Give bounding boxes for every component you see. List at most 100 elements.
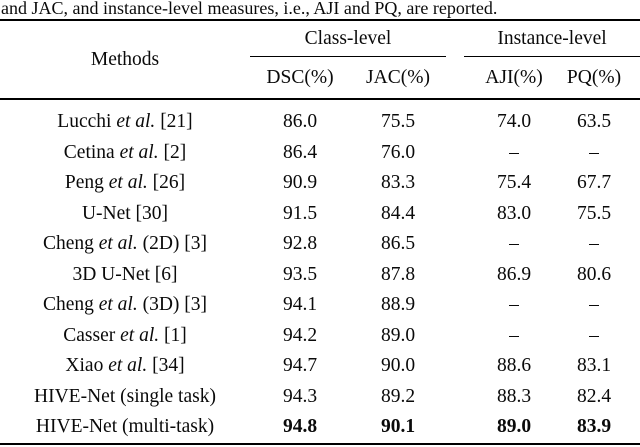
pq-value: 67.7 [576, 172, 612, 194]
spacer-cell [446, 229, 464, 260]
method-name: Cheng et al. (2D) [3] [0, 229, 250, 260]
method-name: U-Net [30] [0, 199, 250, 230]
aji-value: 88.3 [496, 385, 532, 407]
pq-value: – [589, 294, 599, 316]
column-header-methods: Methods [0, 20, 250, 100]
jac-value: 89.2 [380, 385, 416, 407]
spacer-cell [446, 382, 464, 413]
table-row: Cheng et al. (3D) [3] 94.1 88.9 – – [0, 290, 640, 321]
method-ref: (2D) [3] [137, 233, 208, 255]
jac-value: 90.1 [380, 416, 416, 438]
dsc-value: 94.2 [282, 324, 318, 346]
pq-value: 63.5 [576, 111, 612, 133]
pq-value: 75.5 [576, 202, 612, 224]
header-columns-row: DSC(%) JAC(%) AJI(%) PQ(%) [0, 56, 640, 100]
table-row: 3D U-Net [6] 93.5 87.8 86.9 80.6 [0, 260, 640, 291]
column-header-dsc: DSC(%) [250, 56, 350, 100]
pq-value: 82.4 [576, 385, 612, 407]
jac-value: 86.5 [380, 233, 416, 255]
method-etal: et al. [108, 355, 148, 377]
method-text: HIVE-Net (multi-task) [35, 416, 215, 438]
method-name: Casser et al. [1] [0, 321, 250, 352]
table-header: Methods Class-level Instance-level DSC(%… [0, 20, 640, 100]
dsc-value: 94.8 [282, 416, 318, 438]
jac-value: 90.0 [380, 355, 416, 377]
method-etal: et al. [98, 233, 138, 255]
dsc-value: 93.5 [282, 263, 318, 285]
method-text: Xiao [65, 355, 109, 377]
dsc-value: 94.3 [282, 385, 318, 407]
aji-value: – [509, 294, 519, 316]
pq-value: – [589, 324, 599, 346]
results-table: Methods Class-level Instance-level DSC(%… [0, 19, 640, 445]
spacer-cell [446, 321, 464, 352]
aji-value: 83.0 [496, 202, 532, 224]
header-spacer [446, 20, 464, 57]
pq-value: 80.6 [576, 263, 612, 285]
column-header-jac: JAC(%) [350, 56, 446, 100]
table-row: HIVE-Net (single task) 94.3 89.2 88.3 82… [0, 382, 640, 413]
spacer-cell [446, 199, 464, 230]
jac-value: 84.4 [380, 202, 416, 224]
method-text: Lucchi [57, 111, 117, 133]
method-name: Lucchi et al. [21] [0, 99, 250, 138]
jac-value: 83.3 [380, 172, 416, 194]
method-name: Cetina et al. [2] [0, 138, 250, 169]
spacer-cell [446, 412, 464, 444]
method-text: Cetina [63, 141, 120, 163]
method-text: 3D U-Net [6] [72, 263, 178, 285]
jac-value: 75.5 [380, 111, 416, 133]
method-name: 3D U-Net [6] [0, 260, 250, 291]
table-caption: and JAC, and instance-level measures, i.… [1, 0, 498, 18]
pq-value: 83.9 [576, 416, 612, 438]
table-row: Peng et al. [26] 90.9 83.3 75.4 67.7 [0, 168, 640, 199]
table-row: Lucchi et al. [21] 86.0 75.5 74.0 63.5 [0, 99, 640, 138]
aji-value: – [509, 141, 519, 163]
method-etal: et al. [116, 111, 156, 133]
table-row: Xiao et al. [34] 94.7 90.0 88.6 83.1 [0, 351, 640, 382]
method-etal: et al. [108, 172, 148, 194]
jac-value: 76.0 [380, 141, 416, 163]
method-text: U-Net [30] [81, 202, 169, 224]
method-name: Xiao et al. [34] [0, 351, 250, 382]
jac-value: 87.8 [380, 263, 416, 285]
method-text: Casser [63, 324, 121, 346]
method-ref: (3D) [3] [137, 294, 208, 316]
spacer-cell [446, 168, 464, 199]
aji-value: – [509, 324, 519, 346]
dsc-value: 86.4 [282, 141, 318, 163]
dsc-value: 86.0 [282, 111, 318, 133]
dsc-value: 90.9 [282, 172, 318, 194]
table-row: Casser et al. [1] 94.2 89.0 – – [0, 321, 640, 352]
header-group-row: Methods Class-level Instance-level [0, 20, 640, 100]
method-text: Cheng [42, 294, 99, 316]
method-text: HIVE-Net (single task) [34, 385, 216, 407]
table-row-best: HIVE-Net (multi-task) 94.8 90.1 89.0 83.… [0, 412, 640, 444]
aji-value: 88.6 [496, 355, 532, 377]
spacer-cell [446, 260, 464, 291]
method-ref: [1] [159, 324, 187, 346]
aji-value: 74.0 [496, 111, 532, 133]
method-name: HIVE-Net (multi-task) [0, 412, 250, 444]
dsc-value: 92.8 [282, 233, 318, 255]
method-name: Peng et al. [26] [0, 168, 250, 199]
method-name: HIVE-Net (single task) [0, 382, 250, 413]
column-header-aji: AJI(%) [464, 56, 564, 100]
spacer-cell [446, 290, 464, 321]
aji-value: 89.0 [496, 416, 532, 438]
method-etal: et al. [119, 141, 159, 163]
method-etal: et al. [98, 294, 138, 316]
jac-value: 89.0 [380, 324, 416, 346]
group-header-class-level: Class-level [250, 20, 446, 57]
spacer-cell [446, 99, 464, 138]
group-header-instance-level: Instance-level [464, 20, 640, 57]
method-ref: [21] [155, 111, 193, 133]
dsc-value: 94.7 [282, 355, 318, 377]
spacer-cell [446, 351, 464, 382]
header-spacer [446, 56, 464, 100]
pq-value: – [589, 141, 599, 163]
table-row: Cetina et al. [2] 86.4 76.0 – – [0, 138, 640, 169]
spacer-cell [446, 138, 464, 169]
jac-value: 88.9 [380, 294, 416, 316]
method-ref: [26] [147, 172, 186, 194]
